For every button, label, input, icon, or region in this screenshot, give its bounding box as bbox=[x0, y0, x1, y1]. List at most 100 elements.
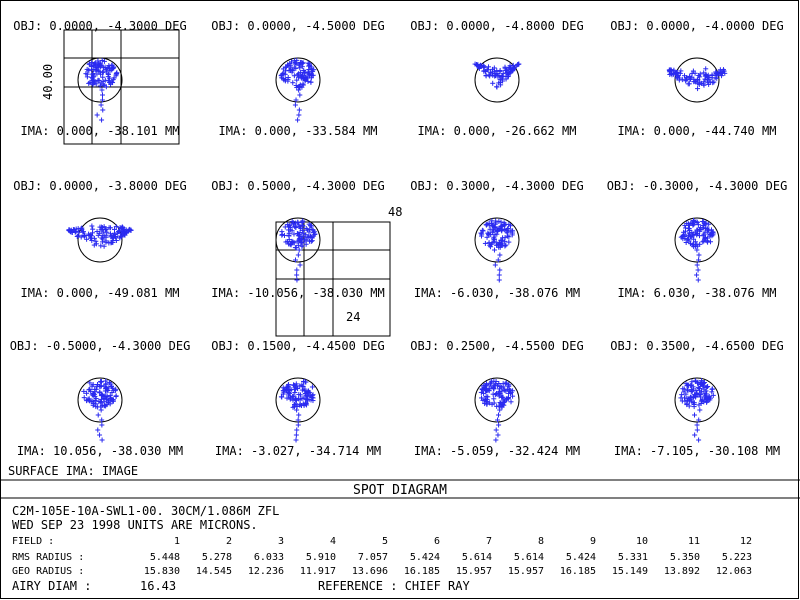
image-coordinate-label: IMA: 0.000, -49.081 MM bbox=[21, 286, 180, 300]
field-number: 3 bbox=[278, 536, 284, 547]
spot-points bbox=[478, 218, 516, 283]
object-field-label: OBJ: 0.1500, -4.4500 DEG bbox=[211, 339, 384, 353]
rms-radius-value: 5.350 bbox=[670, 552, 700, 563]
rms-radius-value: 5.614 bbox=[514, 552, 544, 563]
field-number: 6 bbox=[434, 536, 440, 547]
object-field-label: OBJ: 0.0000, -4.0000 DEG bbox=[610, 19, 783, 33]
airy-disk-circle bbox=[275, 57, 321, 103]
geo-radius-value: 16.185 bbox=[560, 566, 596, 577]
rms-radius-value: 7.057 bbox=[358, 552, 388, 563]
spot-cell: OBJ: 0.5000, -4.3000 DEG IMA: -10.056, -3… bbox=[211, 179, 384, 300]
airy-disk-circle bbox=[474, 377, 520, 423]
image-coordinate-label: IMA: -6.030, -38.076 MM bbox=[414, 286, 580, 300]
scale-box-1-label: 40.00 bbox=[41, 64, 55, 100]
airy-disk-circle bbox=[674, 377, 720, 423]
field-number: 7 bbox=[486, 536, 492, 547]
object-field-label: OBJ: -0.5000, -4.3000 DEG bbox=[10, 339, 191, 353]
spot-points bbox=[83, 58, 120, 123]
rms-radius-value: 5.331 bbox=[618, 552, 648, 563]
airy-disk-circle bbox=[474, 217, 520, 263]
geo-radius-value: 14.545 bbox=[196, 566, 232, 577]
spot-points bbox=[279, 218, 318, 283]
rms-radius-value: 5.910 bbox=[306, 552, 336, 563]
object-field-label: OBJ: 0.0000, -4.5000 DEG bbox=[211, 19, 384, 33]
airy-disk-circle bbox=[275, 217, 321, 263]
image-coordinate-label: IMA: 10.056, -38.030 MM bbox=[17, 444, 183, 458]
rms-radius-value: 5.223 bbox=[722, 552, 752, 563]
field-number: 2 bbox=[226, 536, 232, 547]
spot-cell: OBJ: 0.0000, -4.3000 DEG IMA: 0.000, -38.… bbox=[13, 19, 186, 138]
spot-cell: OBJ: 0.0000, -4.0000 DEG IMA: 0.000, -44.… bbox=[610, 19, 783, 138]
spot-cell: OBJ: 0.0000, -3.8000 DEG IMA: 0.000, -49.… bbox=[13, 179, 186, 300]
object-field-label: OBJ: 0.0000, -4.3000 DEG bbox=[13, 19, 186, 33]
scale-box-2-top-label: 48 bbox=[388, 205, 402, 219]
geo-radius-value: 12.236 bbox=[248, 566, 284, 577]
spot-points bbox=[678, 378, 716, 443]
rms-radius-value: 5.278 bbox=[202, 552, 232, 563]
field-number: 10 bbox=[636, 536, 648, 547]
geo-radius-value: 15.957 bbox=[508, 566, 544, 577]
info-line-1: C2M-105E-10A-SWL1-00. 30CM/1.086M ZFL bbox=[12, 504, 279, 518]
geo-radius-value: 16.185 bbox=[404, 566, 440, 577]
airy-disk-circle bbox=[77, 57, 123, 103]
image-coordinate-label: IMA: 0.000, -44.740 MM bbox=[618, 124, 777, 138]
rms-radius-value: 5.424 bbox=[410, 552, 440, 563]
field-row-label: FIELD : bbox=[12, 536, 54, 547]
spot-points bbox=[472, 61, 522, 90]
spot-cell: OBJ: 0.2500, -4.5500 DEG IMA: -5.059, -32… bbox=[410, 339, 583, 458]
object-field-label: OBJ: 0.3000, -4.3000 DEG bbox=[410, 179, 583, 193]
image-coordinate-label: IMA: -10.056, -38.030 MM bbox=[211, 286, 384, 300]
spot-cell: OBJ: 0.3000, -4.3000 DEG IMA: -6.030, -38… bbox=[410, 179, 583, 300]
airy-disk-circle bbox=[674, 57, 720, 103]
image-coordinate-label: IMA: -5.059, -32.424 MM bbox=[414, 444, 580, 458]
airy-disk-circle bbox=[674, 217, 720, 263]
airy-disk-circle bbox=[474, 57, 520, 103]
image-coordinate-label: IMA: 0.000, -26.662 MM bbox=[418, 124, 577, 138]
rms-radius-value: 5.614 bbox=[462, 552, 492, 563]
field-number: 1 bbox=[174, 536, 180, 547]
object-field-label: OBJ: 0.0000, -3.8000 DEG bbox=[13, 179, 186, 193]
image-coordinate-label: IMA: -3.027, -34.714 MM bbox=[215, 444, 381, 458]
object-field-label: OBJ: 0.5000, -4.3000 DEG bbox=[211, 179, 384, 193]
image-coordinate-label: IMA: 6.030, -38.076 MM bbox=[618, 286, 777, 300]
spot-points bbox=[278, 57, 317, 123]
geo-radius-value: 15.830 bbox=[144, 566, 180, 577]
image-coordinate-label: IMA: -7.105, -30.108 MM bbox=[614, 444, 780, 458]
info-line-2: WED SEP 23 1998 UNITS ARE MICRONS. bbox=[12, 518, 258, 532]
object-field-label: OBJ: 0.3500, -4.6500 DEG bbox=[610, 339, 783, 353]
info-block: C2M-105E-10A-SWL1-00. 30CM/1.086M ZFL WE… bbox=[12, 504, 752, 593]
spot-cell: OBJ: -0.5000, -4.3000 DEG IMA: 10.056, -3… bbox=[10, 339, 191, 458]
scale-box-1: 40.00 bbox=[41, 29, 180, 145]
geo-radius-value: 13.892 bbox=[664, 566, 700, 577]
image-coordinate-label: IMA: 0.000, -38.101 MM bbox=[21, 124, 180, 138]
spot-cell: OBJ: 0.0000, -4.8000 DEG IMA: 0.000, -26.… bbox=[410, 19, 583, 138]
geo-radius-value: 15.149 bbox=[612, 566, 648, 577]
field-number: 8 bbox=[538, 536, 544, 547]
spot-points bbox=[678, 217, 716, 283]
airy-value: 16.43 bbox=[140, 579, 176, 593]
spot-points bbox=[666, 66, 728, 92]
spot-cell: OBJ: 0.1500, -4.4500 DEG IMA: -3.027, -34… bbox=[211, 339, 384, 458]
reference-label: REFERENCE : CHIEF RAY bbox=[318, 579, 470, 593]
rms-row-label: RMS RADIUS : bbox=[12, 552, 84, 563]
field-number: 11 bbox=[688, 536, 700, 547]
spot-cell: OBJ: 0.3500, -4.6500 DEG IMA: -7.105, -30… bbox=[610, 339, 783, 458]
airy-disk-circle bbox=[77, 217, 123, 263]
rms-radius-value: 5.448 bbox=[150, 552, 180, 563]
rms-radius-value: 5.424 bbox=[566, 552, 596, 563]
field-number: 5 bbox=[382, 536, 388, 547]
geo-radius-value: 15.957 bbox=[456, 566, 492, 577]
airy-disk-circle bbox=[77, 377, 123, 423]
geo-row-label: GEO RADIUS : bbox=[12, 566, 84, 577]
diagram-title: SPOT DIAGRAM bbox=[353, 483, 447, 498]
geo-radius-value: 12.063 bbox=[716, 566, 752, 577]
field-number: 12 bbox=[740, 536, 752, 547]
spot-points bbox=[66, 223, 134, 249]
field-number: 4 bbox=[330, 536, 336, 547]
spot-points bbox=[478, 378, 516, 443]
radius-table: 1 2 3 4 5 6 7 8 9 10 11 125.448 5.278 6.033 5.910 7.057… bbox=[144, 536, 752, 577]
rms-radius-value: 6.033 bbox=[254, 552, 284, 563]
object-field-label: OBJ: 0.2500, -4.5500 DEG bbox=[410, 339, 583, 353]
